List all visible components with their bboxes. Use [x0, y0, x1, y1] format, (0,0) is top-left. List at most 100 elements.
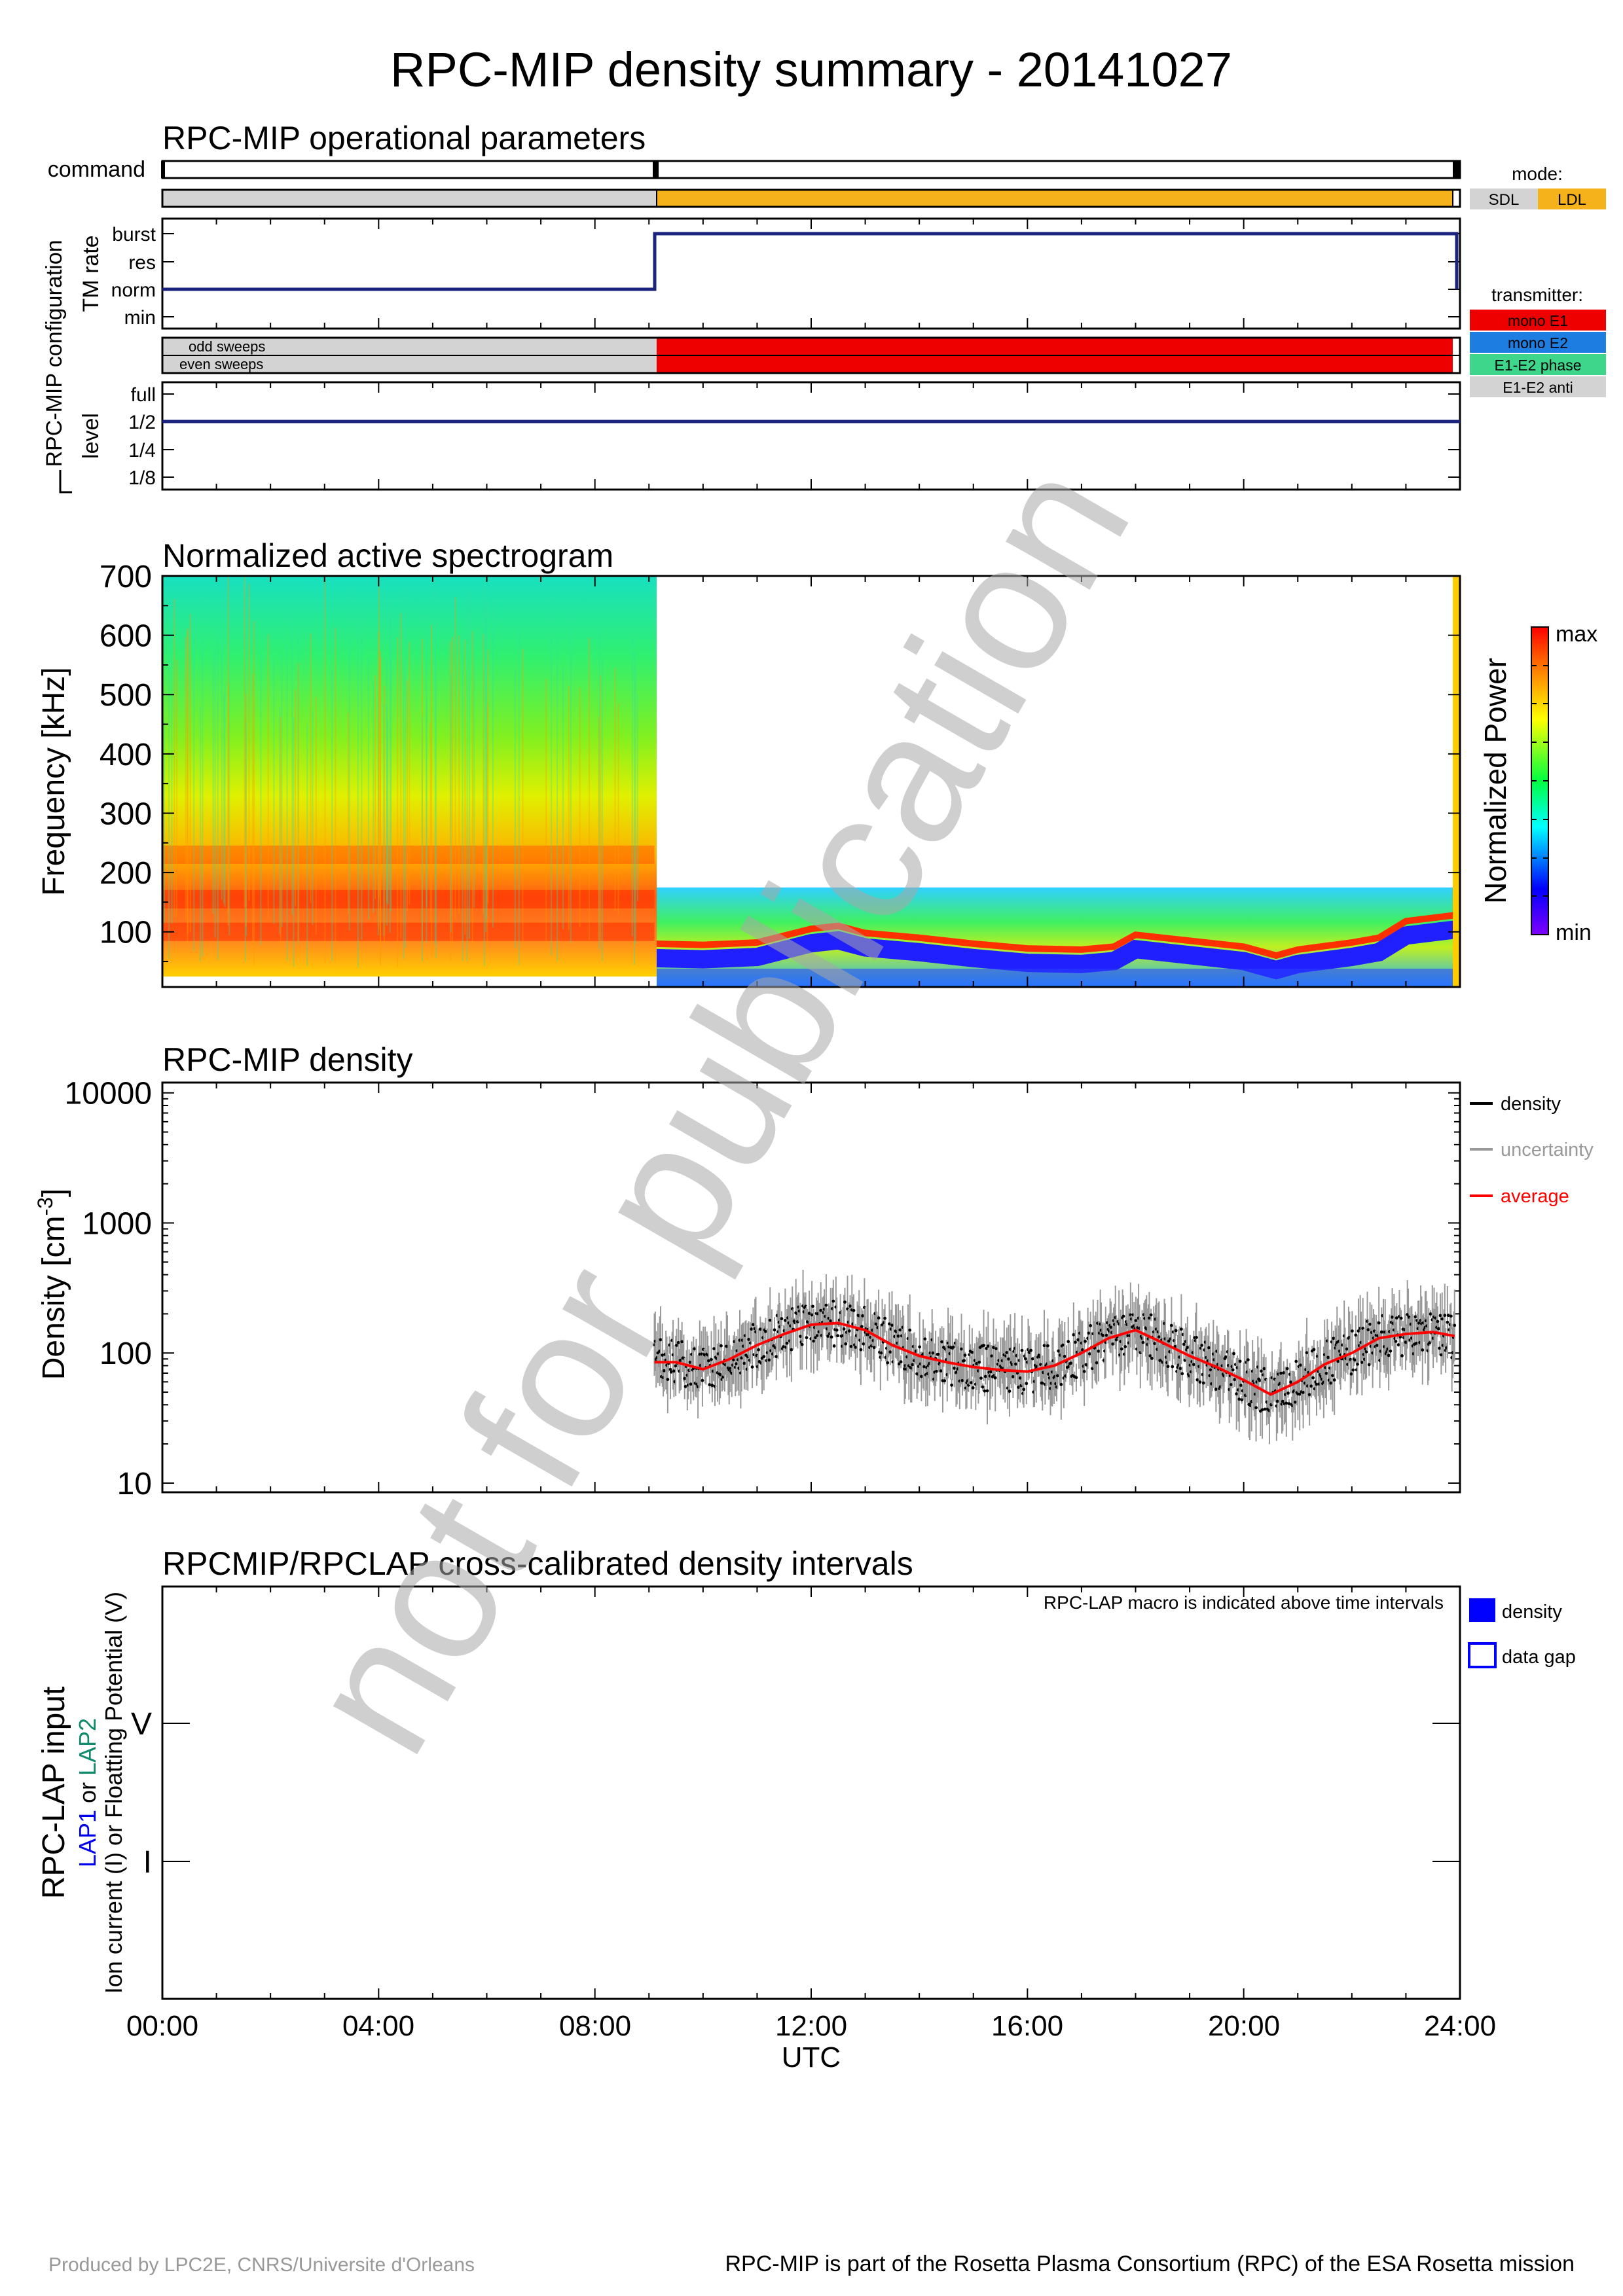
density-point: [1438, 1346, 1442, 1350]
crosscal-legend-density: density: [1502, 1602, 1562, 1623]
density-point: [832, 1344, 836, 1348]
density-point: [849, 1344, 853, 1348]
density-point: [1025, 1382, 1029, 1386]
spectrogram-peak-band: [162, 845, 655, 864]
density-point: [979, 1376, 983, 1380]
density-point: [890, 1323, 894, 1327]
density-point: [1120, 1347, 1123, 1351]
lap-or-label: or: [74, 1776, 101, 1810]
transmitter-legend-anti: E1-E2 anti: [1503, 379, 1573, 396]
density-y-tick-label: 10: [117, 1467, 152, 1501]
xtick-2000: 20:00: [1208, 2010, 1280, 2042]
density-point: [983, 1374, 987, 1378]
density-point: [844, 1342, 848, 1346]
density-point: [1307, 1393, 1311, 1397]
density-point: [1399, 1316, 1403, 1320]
command-mark-1: [653, 161, 659, 178]
density-point: [1282, 1371, 1286, 1374]
density-point: [1167, 1339, 1171, 1343]
density-point: [896, 1334, 900, 1338]
density-point: [1029, 1348, 1032, 1352]
density-point: [819, 1308, 823, 1312]
density-point: [790, 1348, 793, 1352]
density-point: [1436, 1319, 1440, 1323]
density-point: [1240, 1398, 1244, 1402]
density-point: [831, 1299, 835, 1303]
density-point: [935, 1369, 938, 1373]
density-point: [986, 1344, 990, 1348]
density-point: [908, 1328, 912, 1332]
density-point: [990, 1354, 994, 1358]
density-point: [883, 1316, 887, 1320]
density-point: [775, 1355, 778, 1359]
density-point: [1417, 1321, 1421, 1325]
density-point: [1207, 1346, 1211, 1350]
density-point: [1299, 1363, 1302, 1367]
density-point: [1063, 1355, 1067, 1358]
density-point: [782, 1345, 786, 1348]
density-point: [1443, 1314, 1447, 1318]
density-point: [814, 1336, 817, 1340]
density-point: [989, 1370, 993, 1374]
density-point: [899, 1360, 903, 1364]
density-point: [1258, 1378, 1262, 1382]
density-point: [1072, 1333, 1076, 1336]
density-point: [1061, 1343, 1065, 1347]
command-label: command: [48, 157, 145, 182]
even-sweeps-label: even sweeps: [179, 356, 263, 372]
density-point: [829, 1319, 833, 1323]
density-point: [1074, 1340, 1077, 1344]
mode-legend-sdl-swatch: [1470, 188, 1538, 209]
spectrogram-segment-left: [162, 576, 657, 977]
mode-legend-ldl: LDL: [1558, 191, 1586, 209]
density-point: [750, 1365, 754, 1369]
density-point: [693, 1347, 697, 1351]
sweeps-even-anti: [162, 355, 657, 373]
density-point: [993, 1376, 997, 1380]
density-point: [860, 1325, 864, 1329]
density-point: [1157, 1335, 1161, 1339]
operational-panel-title: RPC-MIP operational parameters: [162, 120, 646, 156]
density-point: [940, 1340, 944, 1344]
mode-legend-ldl-swatch: [1538, 188, 1606, 209]
density-point: [1350, 1329, 1354, 1333]
spectrogram-y-tick-label: 700: [100, 560, 152, 594]
density-point: [1332, 1378, 1336, 1382]
density-point: [676, 1340, 680, 1344]
density-point: [1235, 1392, 1239, 1396]
density-point: [747, 1338, 751, 1341]
density-point: [1331, 1374, 1334, 1378]
mode-bar-sdl: [162, 189, 657, 207]
command-bar: [161, 160, 1461, 179]
transmitter-legend-e2: mono E2: [1508, 334, 1568, 351]
density-point: [994, 1347, 998, 1351]
colorbar-max-label: max: [1556, 622, 1597, 647]
density-y-tick-label: 1000: [82, 1206, 152, 1241]
density-point: [1275, 1399, 1279, 1403]
density-point: [1059, 1382, 1063, 1386]
sweeps-even-e1: [657, 355, 1453, 373]
density-point: [669, 1370, 673, 1374]
density-point: [1305, 1351, 1309, 1355]
density-point: [1014, 1362, 1017, 1366]
spectrogram-y-tick-label: 500: [100, 678, 152, 713]
density-point: [762, 1355, 766, 1359]
tm-rate-level-norm: norm: [111, 279, 156, 301]
colorbar-ticks: [1531, 665, 1548, 897]
density-point: [1309, 1384, 1313, 1388]
spectrogram-blue-band: [657, 920, 1453, 980]
density-point: [1446, 1314, 1450, 1318]
density-point: [812, 1339, 816, 1343]
density-point: [1436, 1327, 1440, 1331]
density-point: [1428, 1341, 1432, 1345]
density-point: [931, 1351, 935, 1355]
crosscal-legend-density-swatch: [1469, 1598, 1495, 1622]
density-point: [1084, 1339, 1087, 1343]
density-point: [1111, 1342, 1115, 1346]
density-point: [666, 1378, 670, 1381]
spectrogram-title: Normalized active spectrogram: [162, 537, 613, 574]
xtick-1200: 12:00: [775, 2010, 847, 2042]
density-point: [1046, 1344, 1049, 1348]
density-point: [811, 1304, 814, 1308]
